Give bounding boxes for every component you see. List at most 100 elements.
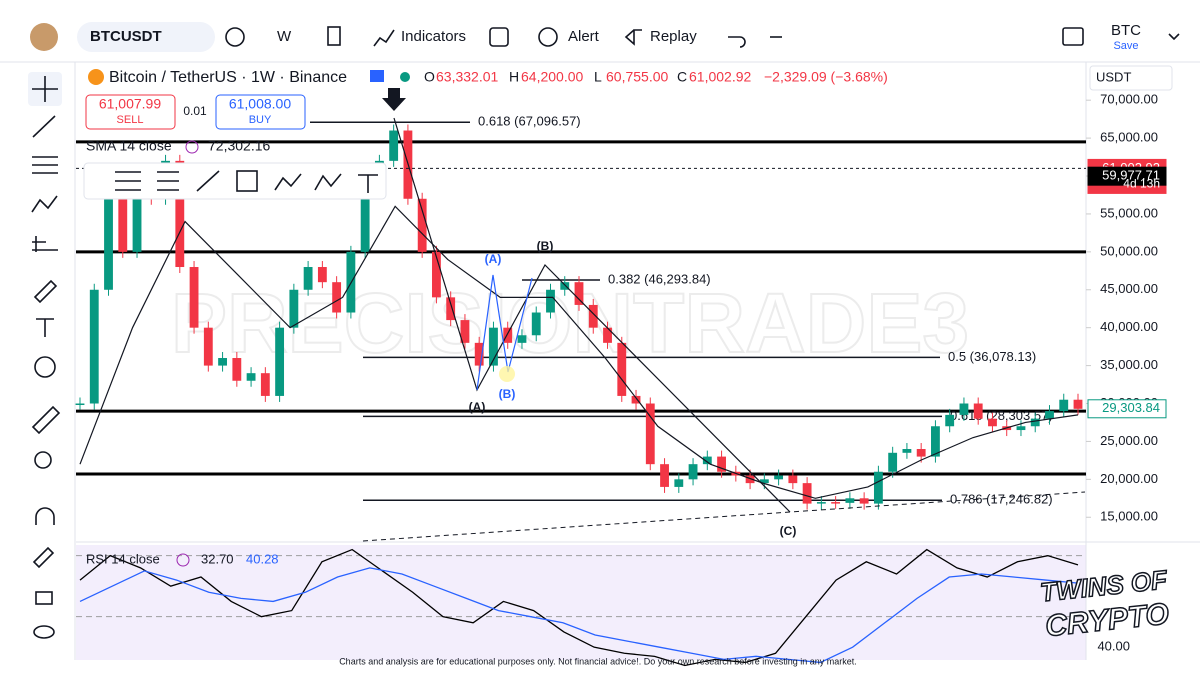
save[interactable]: Save [1113, 40, 1138, 52]
highlight [499, 366, 515, 382]
replay[interactable]: Replay [650, 28, 697, 45]
watermark: PRECISIONTRADE3 [171, 276, 969, 370]
candle [617, 342, 627, 396]
candle [888, 452, 898, 472]
candle [203, 327, 213, 366]
sell-price[interactable]: 61,007.99 [99, 96, 161, 112]
change-value: −2,329.09 (−3.68%) [764, 69, 888, 85]
wave-label: (B) [499, 387, 516, 401]
indicators-icon[interactable] [373, 29, 395, 47]
quantity: 0.01 [183, 104, 207, 118]
tool[interactable] [115, 171, 141, 191]
account[interactable]: BTC [1111, 22, 1141, 39]
trend-line [362, 491, 1086, 542]
undo[interactable] [728, 36, 746, 48]
low-value: 60,755.00 [606, 69, 668, 85]
candle [688, 464, 698, 480]
candle [289, 289, 299, 328]
zoom-tool[interactable] [34, 451, 52, 469]
arrow-marker [382, 88, 406, 111]
pattern-tool[interactable] [31, 195, 58, 213]
indicators[interactable]: Indicators [401, 28, 466, 45]
templates[interactable] [489, 27, 509, 47]
candle [89, 289, 99, 404]
buy-button[interactable] [215, 94, 306, 130]
candle [774, 475, 784, 480]
sell-label[interactable]: SELL [117, 114, 144, 126]
buy-price[interactable]: 61,008.00 [229, 96, 291, 112]
candle [317, 267, 327, 283]
interval[interactable]: W [277, 28, 292, 45]
candle [988, 418, 997, 427]
emoji-tool[interactable] [34, 356, 56, 378]
y-tick-label: 15,000.00 [1100, 509, 1158, 524]
symbol[interactable]: BTCUSDT [90, 28, 162, 45]
currency[interactable]: USDT [1096, 69, 1131, 84]
wave-label: (C) [780, 524, 797, 538]
text-tool[interactable] [36, 318, 54, 337]
candle [1016, 426, 1026, 431]
sma-line [79, 205, 1079, 499]
lock-tool[interactable] [35, 591, 53, 605]
fib-tool[interactable] [32, 156, 58, 174]
tool[interactable] [236, 170, 258, 192]
alert-icon[interactable] [538, 27, 558, 47]
wave-label: (B) [537, 239, 554, 253]
tool[interactable] [157, 171, 179, 191]
flag[interactable] [370, 70, 384, 82]
wave-line-minor [476, 274, 533, 391]
high-label: H [509, 69, 519, 85]
buy-label[interactable]: BUY [249, 114, 272, 126]
candle [788, 475, 798, 484]
tool[interactable] [314, 173, 342, 191]
candle [945, 414, 955, 427]
y-tick-label: 20,000.00 [1100, 471, 1158, 486]
candle [360, 176, 370, 252]
price-label: 59,977.71 [1102, 168, 1160, 183]
tool[interactable] [274, 173, 302, 191]
menu-caret[interactable] [1168, 33, 1180, 41]
candle [389, 130, 399, 161]
candle [417, 198, 427, 252]
y-tick-label: 70,000.00 [1100, 92, 1158, 107]
rsi-ma-value: 40.28 [246, 551, 279, 566]
candle [959, 403, 969, 415]
brush-tool[interactable] [33, 279, 58, 304]
cross-icon [32, 76, 58, 102]
forecast-tool[interactable] [32, 236, 58, 252]
candle [546, 289, 555, 313]
candle [574, 282, 584, 305]
visibility-tool[interactable] [33, 625, 55, 639]
tool[interactable] [196, 170, 220, 192]
fib-label: 0.382 (46,293.84) [608, 271, 711, 286]
alert[interactable]: Alert [568, 28, 600, 45]
candle [1045, 411, 1054, 419]
currency-select[interactable] [1089, 65, 1173, 91]
sell-button[interactable] [85, 94, 176, 130]
tool[interactable] [358, 174, 378, 193]
lock-draw-tool[interactable] [32, 546, 55, 569]
high-value: 64,200.00 [521, 69, 583, 85]
chart-type[interactable] [327, 26, 341, 46]
line-tool[interactable] [32, 115, 56, 138]
price-label-box [1087, 166, 1167, 186]
price-label-box [1087, 399, 1167, 419]
candle [517, 335, 527, 343]
candle [1030, 418, 1040, 427]
layout[interactable] [1062, 27, 1084, 46]
candle [845, 498, 855, 503]
avatar[interactable] [30, 23, 58, 51]
logo: TWINS OF CRYPTO [1038, 564, 1171, 644]
symbol-search[interactable] [77, 22, 215, 52]
disclaimer: Charts and analysis are for educational … [339, 656, 857, 666]
ruler-tool[interactable] [31, 405, 61, 435]
candle [588, 304, 598, 328]
y-tick-label: 40,000.00 [1100, 319, 1158, 334]
replay-icon[interactable] [624, 29, 642, 46]
magnet-tool[interactable] [35, 507, 55, 525]
candle [104, 191, 113, 290]
add-symbol[interactable] [225, 27, 245, 47]
y-tick-label: 65,000.00 [1100, 130, 1158, 145]
